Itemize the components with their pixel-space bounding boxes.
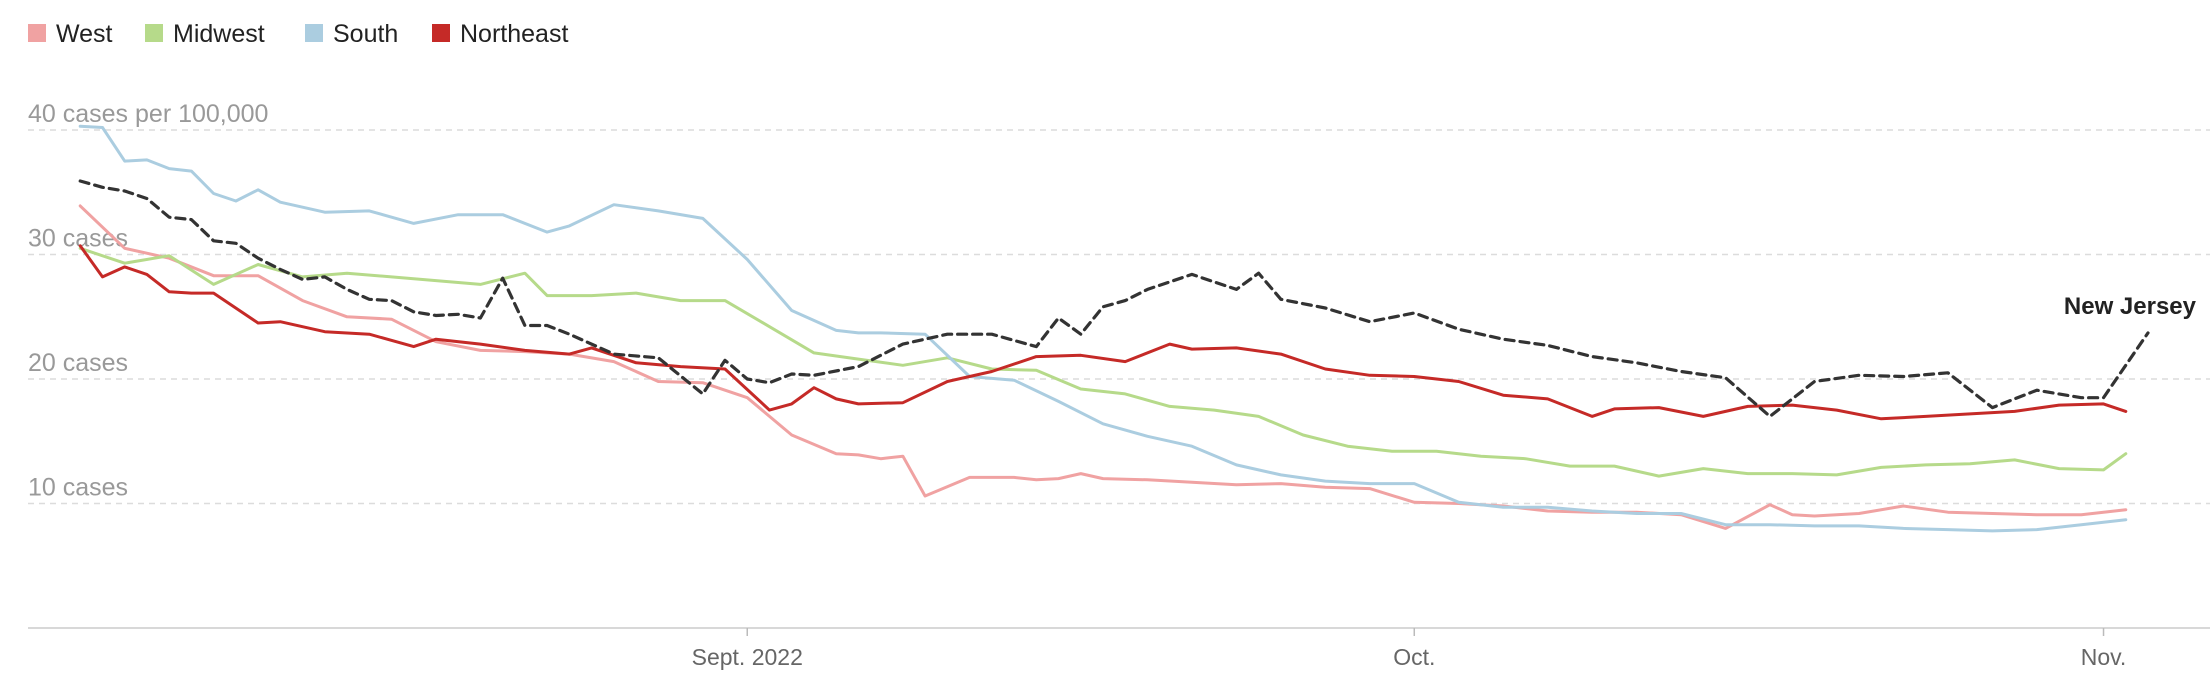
x-axis-ticks: Sept. 2022 Oct. Nov. bbox=[692, 628, 2127, 670]
legend-swatch-northeast bbox=[432, 24, 450, 42]
legend-swatch-south bbox=[305, 24, 323, 42]
legend-swatch-midwest bbox=[145, 24, 163, 42]
legend-label-northeast: Northeast bbox=[460, 20, 568, 48]
gridlines bbox=[28, 129, 2210, 505]
series-line-new-jersey bbox=[78, 179, 2150, 418]
series-line-south bbox=[78, 124, 2128, 533]
series-line-west bbox=[78, 204, 2128, 530]
x-tick-label: Nov. bbox=[2081, 644, 2127, 670]
y-tick-label: 20 cases bbox=[28, 349, 128, 377]
x-tick-label: Sept. 2022 bbox=[692, 644, 803, 670]
legend-swatch-west bbox=[28, 24, 46, 42]
legend-label-midwest: Midwest bbox=[173, 20, 265, 48]
series-line-midwest bbox=[78, 246, 2128, 478]
x-tick-label: Oct. bbox=[1393, 644, 1435, 670]
legend-label-west: West bbox=[56, 20, 113, 48]
series-lines bbox=[78, 124, 2150, 533]
legend-label-south: South bbox=[333, 20, 398, 48]
legend: West Midwest South Northeast bbox=[28, 20, 568, 48]
y-tick-label: 30 cases bbox=[28, 225, 128, 253]
series-line-northeast bbox=[78, 244, 2128, 421]
y-axis-labels: 10 cases 20 cases 30 cases 40 cases per 100… bbox=[28, 100, 268, 502]
new-jersey-label: New Jersey bbox=[2064, 293, 2197, 320]
y-tick-label: 10 cases bbox=[28, 474, 128, 502]
y-tick-label: 40 cases per 100,000 bbox=[28, 100, 268, 128]
